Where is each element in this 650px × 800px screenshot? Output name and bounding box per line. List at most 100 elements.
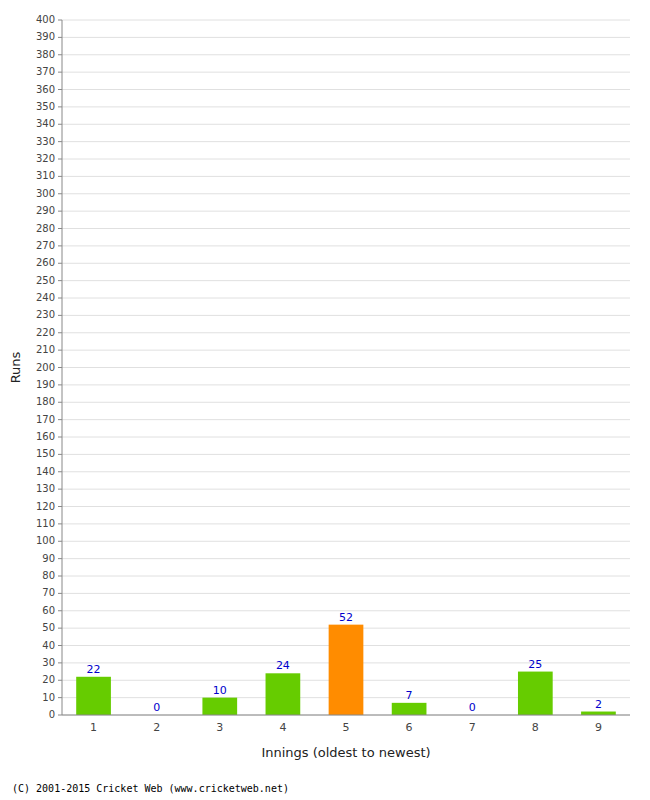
y-tick xyxy=(58,37,62,38)
grid-line xyxy=(62,37,630,38)
y-tick-label: 120 xyxy=(36,501,55,512)
x-axis-line xyxy=(62,715,630,716)
y-tick xyxy=(58,332,62,333)
y-tick xyxy=(58,159,62,160)
grid-line xyxy=(62,124,630,125)
y-tick-label: 170 xyxy=(36,414,55,425)
y-tick-label: 150 xyxy=(36,448,55,459)
bar xyxy=(266,673,301,715)
y-tick-label: 220 xyxy=(36,327,55,338)
y-tick-label: 90 xyxy=(42,553,55,564)
y-tick-label: 290 xyxy=(36,205,55,216)
x-tick-label: 9 xyxy=(595,721,602,734)
y-tick xyxy=(58,315,62,316)
grid-line xyxy=(62,315,630,316)
y-tick xyxy=(58,454,62,455)
y-tick xyxy=(58,471,62,472)
y-tick xyxy=(58,384,62,385)
y-axis-label: Runs xyxy=(8,351,23,383)
y-tick-label: 60 xyxy=(42,605,55,616)
grid-line xyxy=(62,211,630,212)
grid-line xyxy=(62,245,630,246)
y-tick-label: 350 xyxy=(36,101,55,112)
y-tick-label: 360 xyxy=(36,84,55,95)
y-tick xyxy=(58,72,62,73)
grid-line xyxy=(62,402,630,403)
y-tick xyxy=(58,715,62,716)
grid-line xyxy=(62,558,630,559)
y-tick xyxy=(58,506,62,507)
grid-line xyxy=(62,541,630,542)
bar xyxy=(329,625,364,715)
grid-line xyxy=(62,263,630,264)
y-tick-label: 280 xyxy=(36,223,55,234)
y-tick xyxy=(58,680,62,681)
grid-line xyxy=(62,298,630,299)
y-tick xyxy=(58,419,62,420)
y-tick xyxy=(58,211,62,212)
grid-line xyxy=(62,419,630,420)
y-tick-label: 50 xyxy=(42,622,55,633)
y-tick xyxy=(58,576,62,577)
data-label: 0 xyxy=(469,701,476,714)
y-axis: 0102030405060708090100110120130140150160… xyxy=(36,14,62,720)
bars xyxy=(76,625,616,715)
grid-line xyxy=(62,489,630,490)
y-tick xyxy=(58,402,62,403)
y-tick xyxy=(58,645,62,646)
grid-line xyxy=(62,715,630,716)
y-tick xyxy=(58,298,62,299)
grid-line xyxy=(62,576,630,577)
y-tick xyxy=(58,141,62,142)
x-tick-label: 2 xyxy=(153,721,160,734)
y-tick-label: 400 xyxy=(36,14,55,25)
y-tick-label: 100 xyxy=(36,535,55,546)
y-tick-label: 190 xyxy=(36,379,55,390)
data-labels: 22010245270252 xyxy=(87,611,602,714)
grid-line xyxy=(62,20,630,21)
y-tick xyxy=(58,54,62,55)
y-tick xyxy=(58,280,62,281)
y-tick xyxy=(58,523,62,524)
y-tick-label: 260 xyxy=(36,257,55,268)
y-tick-label: 380 xyxy=(36,49,55,60)
footer: (C) 2001-2015 Cricket Web (www.cricketwe… xyxy=(12,783,289,794)
bar xyxy=(518,672,553,715)
y-tick xyxy=(58,662,62,663)
grid-line xyxy=(62,106,630,107)
y-tick-label: 140 xyxy=(36,466,55,477)
y-tick xyxy=(58,176,62,177)
grid-line xyxy=(62,228,630,229)
y-tick-label: 20 xyxy=(42,674,55,685)
y-tick xyxy=(58,20,62,21)
y-tick-label: 270 xyxy=(36,240,55,251)
data-label: 22 xyxy=(87,663,101,676)
grid-line xyxy=(62,454,630,455)
y-tick xyxy=(58,697,62,698)
x-axis-label: Innings (oldest to newest) xyxy=(261,745,430,760)
chart-container: 0102030405060708090100110120130140150160… xyxy=(0,0,650,800)
y-tick xyxy=(58,593,62,594)
grid xyxy=(62,20,630,715)
x-tick-label: 8 xyxy=(532,721,539,734)
y-tick xyxy=(58,558,62,559)
y-tick-label: 300 xyxy=(36,188,55,199)
grid-line xyxy=(62,193,630,194)
x-tick-label: 4 xyxy=(279,721,286,734)
y-tick-label: 250 xyxy=(36,275,55,286)
y-tick xyxy=(58,367,62,368)
x-tick-label: 3 xyxy=(216,721,223,734)
data-label: 2 xyxy=(595,698,602,711)
grid-line xyxy=(62,280,630,281)
grid-line xyxy=(62,350,630,351)
y-tick-label: 160 xyxy=(36,431,55,442)
y-tick-label: 80 xyxy=(42,570,55,581)
grid-line xyxy=(62,141,630,142)
grid-line xyxy=(62,332,630,333)
bar xyxy=(202,698,237,715)
y-tick xyxy=(58,245,62,246)
y-tick-label: 200 xyxy=(36,362,55,373)
data-label: 25 xyxy=(528,658,542,671)
y-tick xyxy=(58,541,62,542)
y-tick xyxy=(58,610,62,611)
